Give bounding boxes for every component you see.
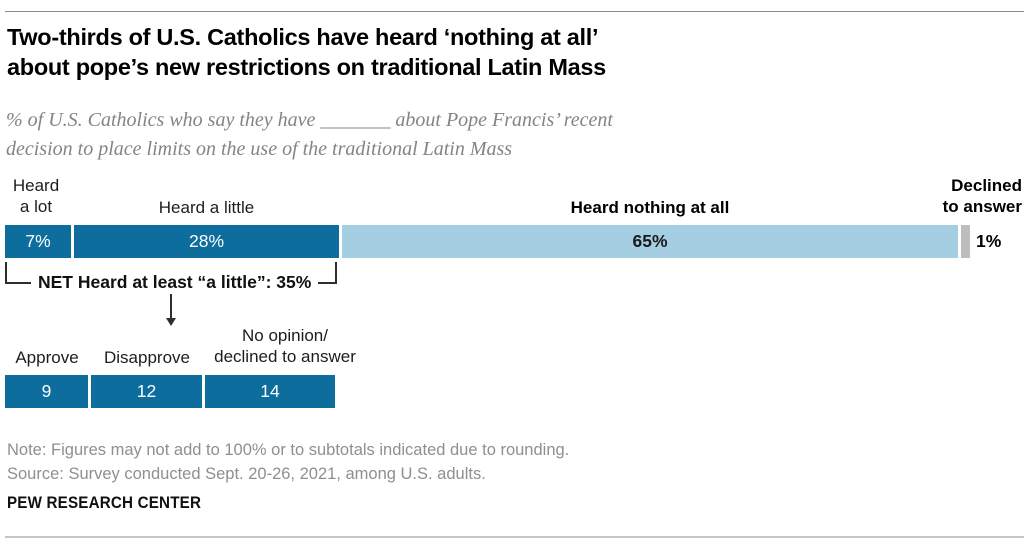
chart-subtitle: % of U.S. Catholics who say they have __… <box>6 109 613 160</box>
bottom-divider <box>5 536 1024 538</box>
bar-segment-declined-to-answer <box>961 225 970 258</box>
net-bracket: NET Heard at least “a little”: 35% <box>5 262 337 292</box>
stacked-bar-awareness: 7% 28% 65% 1% <box>5 225 1001 258</box>
down-arrow-shaft <box>169 294 172 319</box>
down-arrow-head <box>165 318 176 326</box>
bar-value-label-outside: 1% <box>976 231 1002 251</box>
pew-research-center-wordmark: PEW RESEARCH CENTER <box>7 494 202 512</box>
segment-label-approve: Approve <box>15 348 79 367</box>
segment-label-heard-a-lot: Heard a lot <box>12 176 60 216</box>
bar-opinion: 9 12 14 <box>5 375 335 408</box>
chart-title: Two-thirds of U.S. Catholics have heard … <box>7 24 606 80</box>
segment-label-heard-nothing-at-all: Heard nothing at all <box>570 198 730 217</box>
segment-label-heard-a-little: Heard a little <box>158 198 255 217</box>
bar-segment-no-opinion-declined-to-answer: 14 <box>205 375 335 408</box>
segment-label-disapprove: Disapprove <box>104 348 190 367</box>
bar-segment-heard-nothing-at-all: 65% <box>342 225 958 258</box>
source-text: Source: Survey conducted Sept. 20-26, 20… <box>7 465 486 483</box>
net-bracket-left-elbow <box>5 262 31 284</box>
segment-label-no-opinion: No opinion/ declined to answer <box>214 326 356 366</box>
note-text: Note: Figures may not add to 100% or to … <box>7 441 570 459</box>
bar-segment-heard-a-lot: 7% <box>5 225 71 258</box>
down-arrow-icon <box>164 294 177 327</box>
top-divider <box>5 11 1024 12</box>
net-bracket-right-elbow <box>318 262 337 284</box>
bar-segment-heard-a-little: 28% <box>74 225 339 258</box>
segment-label-declined-to-answer: Declined to answer <box>942 176 1022 216</box>
bar-segment-disapprove: 12 <box>91 375 202 408</box>
bar-segment-approve: 9 <box>5 375 88 408</box>
net-annotation-text: NET Heard at least “a little”: 35% <box>38 272 312 292</box>
